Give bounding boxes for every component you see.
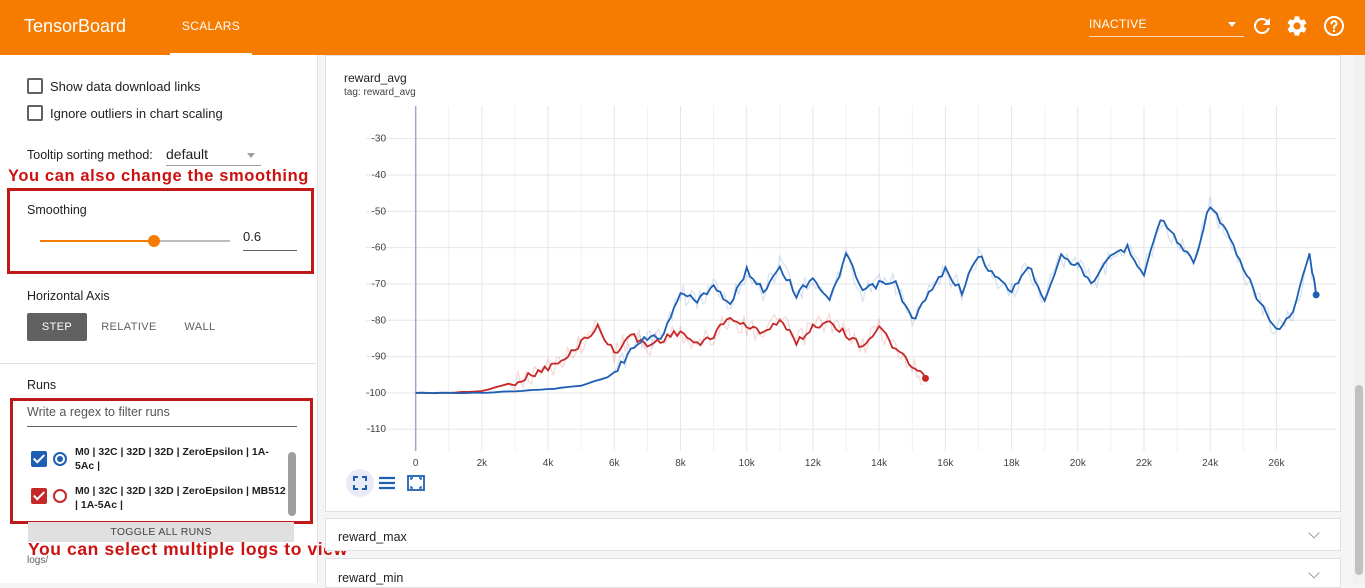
x-tick-label: 6k bbox=[609, 458, 621, 466]
x-tick-label: 24k bbox=[1202, 458, 1219, 466]
smoothing-slider[interactable] bbox=[40, 235, 230, 247]
run-status-value: INACTIVE bbox=[1089, 17, 1147, 31]
chart-card-reward-avg: reward_avg tag: reward_avg 0 2k 4k 6k 8k 10k 1… bbox=[325, 55, 1341, 512]
reward-avg-chart[interactable]: 0 2k 4k 6k 8k 10k 12k 14k 16k 18k 20k 22k 24k 26k -110… bbox=[326, 56, 1342, 466]
gear-icon[interactable] bbox=[1285, 14, 1309, 38]
app-brand[interactable]: TensorBoard bbox=[24, 16, 127, 36]
y-tick-label: -30 bbox=[372, 134, 387, 145]
axis-wall-button[interactable]: WALL bbox=[184, 321, 216, 333]
run-radio-2[interactable] bbox=[53, 489, 67, 503]
axis-relative-button[interactable]: RELATIVE bbox=[101, 321, 157, 333]
chevron-down-icon bbox=[247, 153, 255, 158]
x-tick-label: 20k bbox=[1070, 458, 1087, 466]
y-tick-label: -100 bbox=[366, 388, 386, 399]
run-checkbox-1[interactable] bbox=[31, 451, 47, 467]
expand-chart-icon[interactable] bbox=[402, 469, 430, 497]
smoothing-label: Smoothing bbox=[27, 203, 87, 217]
series-raw-line bbox=[415, 312, 924, 395]
toggle-all-runs-button[interactable]: TOGGLE ALL RUNS bbox=[28, 522, 294, 542]
axis-step-button[interactable]: STEP bbox=[27, 313, 87, 341]
x-tick-label: 8k bbox=[675, 458, 687, 466]
logs-path: logs/ bbox=[27, 555, 49, 566]
series-line bbox=[415, 316, 927, 395]
x-tick-label: 2k bbox=[477, 458, 489, 466]
y-tick-label: -90 bbox=[372, 352, 387, 363]
x-tick-label: 22k bbox=[1136, 458, 1153, 466]
chart-tag: tag: reward_avg bbox=[344, 87, 416, 98]
y-tick-label: -110 bbox=[367, 424, 387, 435]
run-radio-1[interactable] bbox=[53, 452, 67, 466]
series-end-point bbox=[921, 374, 929, 382]
reward-max-title: reward_max bbox=[338, 530, 407, 544]
run-label-1[interactable]: M0 | 32C | 32D | 32D | ZeroEpsilon | 1A-… bbox=[75, 446, 269, 472]
smoothing-highlight-box bbox=[7, 188, 314, 274]
x-tick-label: 26k bbox=[1268, 458, 1285, 466]
runs-annotation: You can select multiple logs to view bbox=[28, 539, 348, 559]
top-app-bar: TensorBoard SCALARS INACTIVE bbox=[0, 0, 1365, 55]
x-tick-label: 16k bbox=[937, 458, 954, 466]
tooltip-sorting-value: default bbox=[166, 146, 209, 162]
run-status-select[interactable]: INACTIVE bbox=[1089, 12, 1244, 37]
chevron-down-icon[interactable] bbox=[1308, 567, 1320, 579]
x-tick-label: 18k bbox=[1004, 458, 1021, 466]
smoothing-annotation: You can also change the smoothing bbox=[8, 167, 309, 185]
help-icon[interactable] bbox=[1322, 14, 1346, 38]
runs-scrollbar[interactable] bbox=[288, 452, 296, 516]
y-tick-label: -40 bbox=[372, 170, 387, 181]
tooltip-sorting-label: Tooltip sorting method: bbox=[27, 148, 153, 162]
chevron-down-icon[interactable] bbox=[1308, 527, 1320, 539]
page-scrollbar-thumb[interactable] bbox=[1355, 385, 1363, 575]
run-label-2[interactable]: M0 | 32C | 32D | 32D | ZeroEpsilon | MB5… bbox=[75, 485, 286, 511]
sidebar-divider bbox=[0, 363, 318, 364]
chart-title: reward_avg bbox=[344, 71, 407, 85]
radio-dot bbox=[57, 456, 63, 462]
run-filter-input[interactable]: Write a regex to filter runs bbox=[27, 405, 297, 427]
tooltip-sorting-select[interactable]: default bbox=[166, 146, 261, 166]
chart-card-reward-min[interactable]: reward_min bbox=[325, 558, 1341, 588]
y-tick-label: -80 bbox=[372, 315, 387, 326]
smoothing-input[interactable]: 0.6 bbox=[243, 229, 297, 251]
run-checkbox-2[interactable] bbox=[31, 488, 47, 504]
sidebar: Show data download links Ignore outliers… bbox=[0, 55, 347, 583]
toggle-log-scale-icon[interactable] bbox=[373, 469, 401, 497]
y-tick-label: -70 bbox=[372, 279, 387, 290]
x-tick-label: 14k bbox=[871, 458, 888, 466]
smoothing-slider-thumb[interactable] bbox=[148, 235, 160, 247]
x-tick-label: 12k bbox=[805, 458, 822, 466]
x-tick-label: 4k bbox=[543, 458, 555, 466]
tab-scalars[interactable]: SCALARS bbox=[170, 0, 252, 55]
runs-label: Runs bbox=[27, 378, 57, 392]
y-tick-label: -50 bbox=[372, 206, 387, 217]
x-tick-label: 0 bbox=[413, 458, 419, 466]
smoothing-slider-fill bbox=[40, 240, 154, 242]
series-line bbox=[415, 206, 1317, 395]
chart-card-reward-max[interactable]: reward_max bbox=[325, 518, 1341, 551]
horizontal-axis-label: Horizontal Axis bbox=[27, 289, 110, 303]
series-end-point bbox=[1312, 291, 1320, 299]
refresh-icon[interactable] bbox=[1250, 14, 1274, 38]
main-panel: reward_avg tag: reward_avg 0 2k 4k 6k 8k 10k 1… bbox=[325, 55, 1352, 588]
show-download-label[interactable]: Show data download links bbox=[50, 79, 201, 94]
x-tick-label: 10k bbox=[739, 458, 756, 466]
page-scrollbar[interactable] bbox=[1353, 55, 1365, 583]
fit-domain-icon[interactable] bbox=[346, 469, 374, 497]
ignore-outliers-checkbox[interactable] bbox=[27, 105, 43, 121]
ignore-outliers-label[interactable]: Ignore outliers in chart scaling bbox=[50, 106, 223, 121]
show-download-checkbox[interactable] bbox=[27, 78, 43, 94]
y-tick-label: -60 bbox=[372, 243, 387, 254]
reward-min-title: reward_min bbox=[338, 571, 404, 585]
run-filter-placeholder: Write a regex to filter runs bbox=[27, 405, 170, 419]
chevron-down-icon bbox=[1228, 22, 1236, 27]
